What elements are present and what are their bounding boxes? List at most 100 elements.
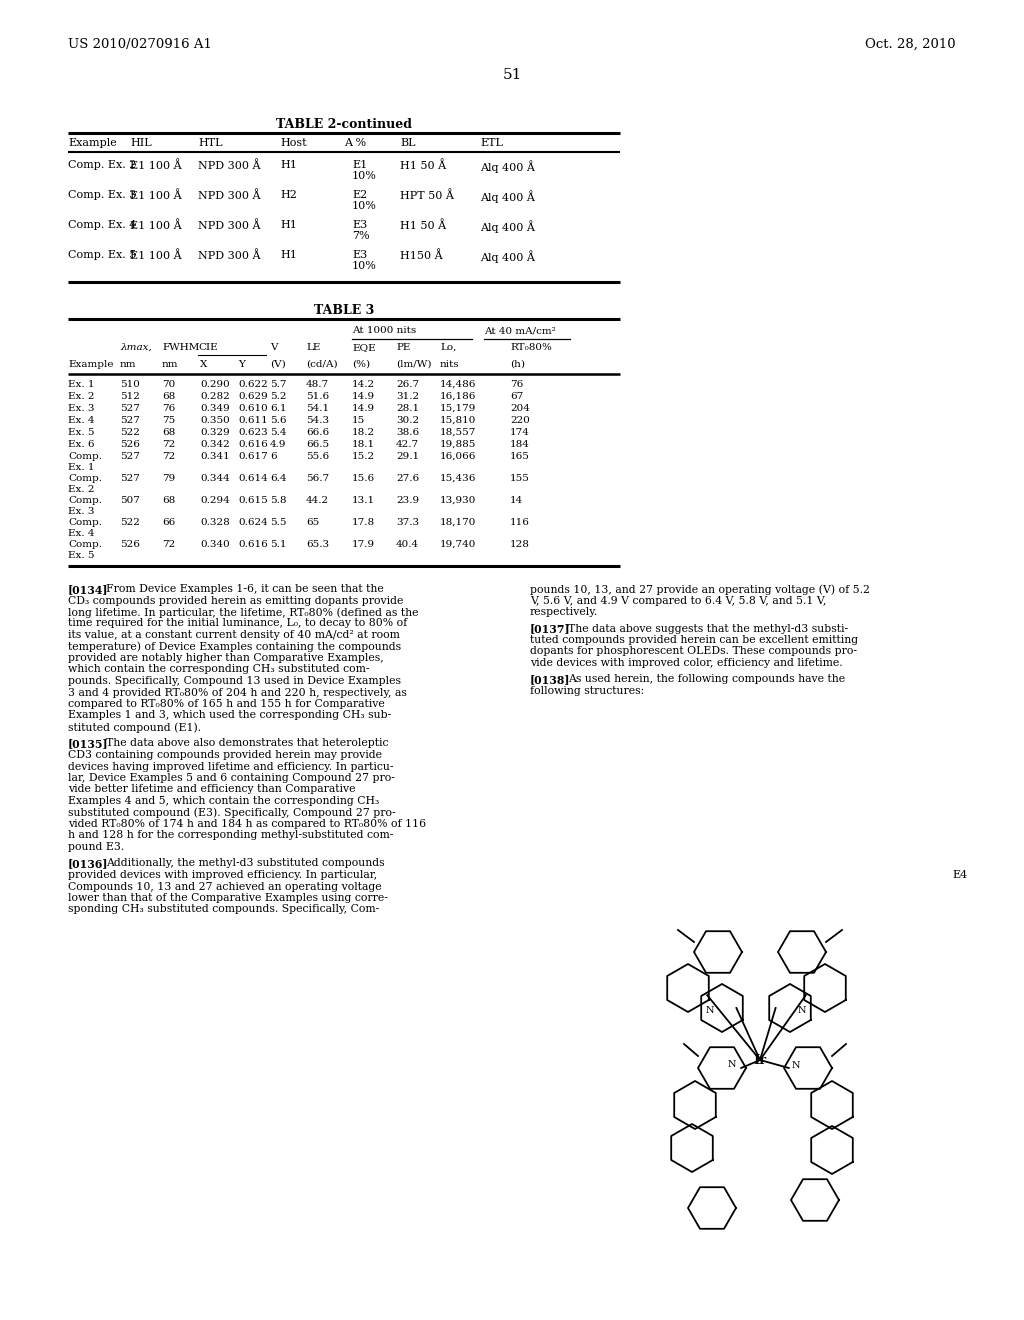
- Text: E3: E3: [352, 220, 368, 230]
- Text: NPD 300 Å: NPD 300 Å: [198, 190, 260, 201]
- Text: 13.1: 13.1: [352, 496, 375, 506]
- Text: Comp. Ex. 5: Comp. Ex. 5: [68, 249, 136, 260]
- Text: provided devices with improved efficiency. In particular,: provided devices with improved efficienc…: [68, 870, 377, 880]
- Text: Alq 400 Å: Alq 400 Å: [480, 160, 535, 173]
- Text: Oct. 28, 2010: Oct. 28, 2010: [865, 38, 956, 51]
- Text: HPT 50 Å: HPT 50 Å: [400, 190, 454, 201]
- Text: Comp. Ex. 4: Comp. Ex. 4: [68, 220, 136, 230]
- Text: 220: 220: [510, 416, 529, 425]
- Text: 15.6: 15.6: [352, 474, 375, 483]
- Text: H150 Å: H150 Å: [400, 249, 442, 261]
- Text: 14.9: 14.9: [352, 404, 375, 413]
- Text: 155: 155: [510, 474, 529, 483]
- Text: respectively.: respectively.: [530, 607, 598, 616]
- Text: 527: 527: [120, 404, 140, 413]
- Text: 72: 72: [162, 451, 175, 461]
- Text: 72: 72: [162, 440, 175, 449]
- Text: Ex. 4: Ex. 4: [68, 529, 94, 539]
- Text: 65.3: 65.3: [306, 540, 329, 549]
- Text: 51.6: 51.6: [306, 392, 329, 401]
- Text: E1 100 Å: E1 100 Å: [130, 160, 181, 170]
- Text: h and 128 h for the corresponding methyl-substituted com-: h and 128 h for the corresponding methyl…: [68, 830, 393, 841]
- Text: (lm/W): (lm/W): [396, 360, 431, 370]
- Text: vided RT₀80% of 174 h and 184 h as compared to RT₀80% of 116: vided RT₀80% of 174 h and 184 h as compa…: [68, 818, 426, 829]
- Text: Compounds 10, 13 and 27 achieved an operating voltage: Compounds 10, 13 and 27 achieved an oper…: [68, 882, 382, 891]
- Text: pounds 10, 13, and 27 provide an operating voltage (V) of 5.2: pounds 10, 13, and 27 provide an operati…: [530, 583, 870, 594]
- Text: HIL: HIL: [130, 139, 152, 148]
- Text: nits: nits: [440, 360, 460, 370]
- Text: CD3 containing compounds provided herein may provide: CD3 containing compounds provided herein…: [68, 750, 382, 760]
- Text: At 40 mA/cm²: At 40 mA/cm²: [484, 326, 556, 335]
- Text: 18.2: 18.2: [352, 428, 375, 437]
- Text: 527: 527: [120, 474, 140, 483]
- Text: Ir: Ir: [754, 1053, 767, 1067]
- Text: 0.617: 0.617: [238, 451, 267, 461]
- Text: 55.6: 55.6: [306, 451, 329, 461]
- Text: 507: 507: [120, 496, 140, 506]
- Text: following structures:: following structures:: [530, 686, 644, 696]
- Text: 5.1: 5.1: [270, 540, 287, 549]
- Text: 0.611: 0.611: [238, 416, 267, 425]
- Text: PE: PE: [396, 343, 411, 352]
- Text: E4: E4: [952, 870, 968, 880]
- Text: 31.2: 31.2: [396, 392, 419, 401]
- Text: pound E3.: pound E3.: [68, 842, 124, 851]
- Text: NPD 300 Å: NPD 300 Å: [198, 249, 260, 261]
- Text: EQE: EQE: [352, 343, 376, 352]
- Text: 75: 75: [162, 416, 175, 425]
- Text: 0.616: 0.616: [238, 540, 267, 549]
- Text: 15.2: 15.2: [352, 451, 375, 461]
- Text: 0.629: 0.629: [238, 392, 267, 401]
- Text: 19,740: 19,740: [440, 540, 476, 549]
- Text: E2: E2: [352, 190, 368, 201]
- Text: 66.5: 66.5: [306, 440, 329, 449]
- Text: lar, Device Examples 5 and 6 containing Compound 27 pro-: lar, Device Examples 5 and 6 containing …: [68, 774, 395, 783]
- Text: 76: 76: [162, 404, 175, 413]
- Text: HTL: HTL: [198, 139, 222, 148]
- Text: 28.1: 28.1: [396, 404, 419, 413]
- Text: Comp.: Comp.: [68, 496, 102, 506]
- Text: compared to RT₀80% of 165 h and 155 h for Comparative: compared to RT₀80% of 165 h and 155 h fo…: [68, 700, 385, 709]
- Text: nm: nm: [120, 360, 136, 370]
- Text: Ex. 4: Ex. 4: [68, 416, 94, 425]
- Text: Examples 4 and 5, which contain the corresponding CH₃: Examples 4 and 5, which contain the corr…: [68, 796, 379, 807]
- Text: 0.329: 0.329: [200, 428, 229, 437]
- Text: H1: H1: [280, 160, 297, 170]
- Text: 66.6: 66.6: [306, 428, 329, 437]
- Text: X: X: [200, 360, 208, 370]
- Text: Ex. 2: Ex. 2: [68, 484, 94, 494]
- Text: 10%: 10%: [352, 201, 377, 211]
- Text: Comp.: Comp.: [68, 474, 102, 483]
- Text: 0.622: 0.622: [238, 380, 267, 389]
- Text: 0.610: 0.610: [238, 404, 267, 413]
- Text: lower than that of the Comparative Examples using corre-: lower than that of the Comparative Examp…: [68, 894, 388, 903]
- Text: 70: 70: [162, 380, 175, 389]
- Text: Host: Host: [280, 139, 306, 148]
- Text: CD₃ compounds provided herein as emitting dopants provide: CD₃ compounds provided herein as emittin…: [68, 595, 403, 606]
- Text: CIE: CIE: [198, 343, 218, 352]
- Text: Example: Example: [68, 360, 114, 370]
- Text: devices having improved lifetime and efficiency. In particu-: devices having improved lifetime and eff…: [68, 762, 393, 771]
- Text: (V): (V): [270, 360, 286, 370]
- Text: E1 100 Å: E1 100 Å: [130, 190, 181, 201]
- Text: 79: 79: [162, 474, 175, 483]
- Text: 15,179: 15,179: [440, 404, 476, 413]
- Text: E1 100 Å: E1 100 Å: [130, 249, 181, 261]
- Text: long lifetime. In particular, the lifetime, RT₀80% (defined as the: long lifetime. In particular, the lifeti…: [68, 607, 419, 618]
- Text: N: N: [727, 1060, 736, 1069]
- Text: [0134]: [0134]: [68, 583, 109, 595]
- Text: Alq 400 Å: Alq 400 Å: [480, 220, 535, 232]
- Text: 165: 165: [510, 451, 529, 461]
- Text: [0137]: [0137]: [530, 623, 570, 635]
- Text: Comp. Ex. 2: Comp. Ex. 2: [68, 160, 136, 170]
- Text: Ex. 5: Ex. 5: [68, 428, 94, 437]
- Text: 29.1: 29.1: [396, 451, 419, 461]
- Text: 66: 66: [162, 517, 175, 527]
- Text: Ex. 6: Ex. 6: [68, 440, 94, 449]
- Text: 5.8: 5.8: [270, 496, 287, 506]
- Text: 204: 204: [510, 404, 529, 413]
- Text: 48.7: 48.7: [306, 380, 329, 389]
- Text: The data above also demonstrates that heteroleptic: The data above also demonstrates that he…: [106, 738, 388, 748]
- Text: NPD 300 Å: NPD 300 Å: [198, 220, 260, 231]
- Text: 6.1: 6.1: [270, 404, 287, 413]
